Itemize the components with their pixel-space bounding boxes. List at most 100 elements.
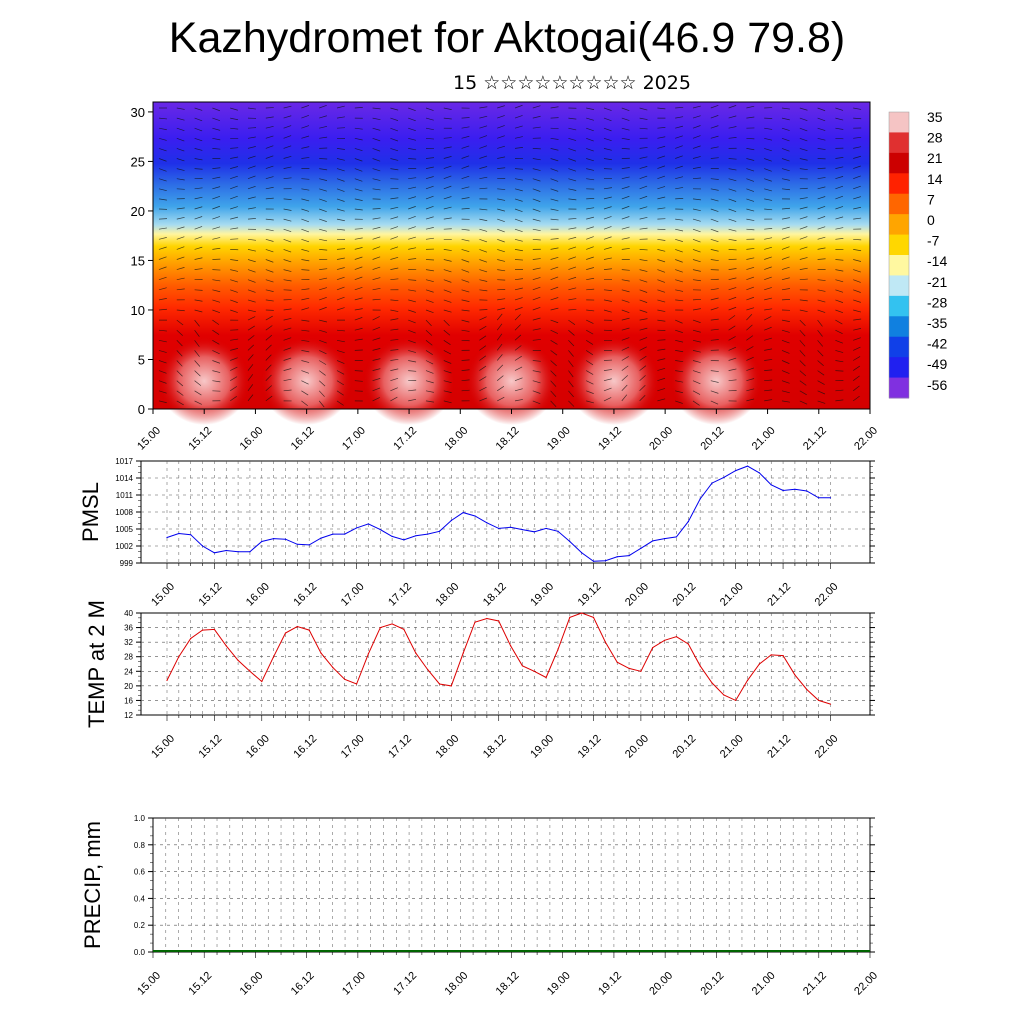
data-point (581, 612, 583, 614)
y-tick-label: 0 (138, 402, 145, 417)
data-point (249, 551, 251, 553)
data-point (225, 645, 227, 647)
colorbar-swatch (889, 214, 909, 236)
data-point (284, 632, 287, 634)
data-point (770, 654, 772, 656)
data-point (427, 668, 429, 671)
data-point (592, 560, 595, 562)
warm-surface-blob (567, 337, 660, 425)
data-point (391, 535, 393, 537)
x-tick-label: 21.00 (750, 425, 778, 453)
y-tick-label: 40 (124, 609, 133, 618)
y-tick-label: 10 (131, 303, 145, 318)
colorbar-swatch (889, 357, 909, 379)
y-axis-label: TEMP at 2 M (84, 600, 109, 728)
data-point (533, 670, 535, 672)
data-point (711, 682, 713, 684)
data-point (509, 526, 512, 528)
x-tick-label: 18.12 (494, 425, 522, 453)
pmsl-panel: 999 1002 1005 1008 1011 1014 1017 15.00 15.12 16.… (78, 457, 875, 609)
x-tick-label: 15.12 (186, 425, 214, 453)
data-point (190, 637, 192, 640)
data-point (178, 532, 180, 535)
data-point (521, 665, 524, 667)
data-point (427, 533, 429, 535)
data-point (652, 647, 654, 649)
data-point (687, 521, 689, 523)
data-point (166, 679, 168, 681)
data-point (403, 539, 405, 541)
colorbar-swatch (889, 275, 909, 297)
data-point (320, 537, 322, 539)
y-axis-label: PMSL (78, 482, 103, 542)
data-point (296, 543, 298, 545)
data-point (545, 527, 547, 530)
colorbar-label: -7 (927, 233, 940, 249)
data-point (273, 538, 275, 540)
colorbar-swatch (889, 193, 909, 215)
data-point (616, 556, 618, 558)
data-point (687, 643, 689, 645)
x-tick-label: 20.12 (670, 733, 698, 761)
y-tick-label: 999 (120, 559, 134, 568)
colorbar-swatch (889, 234, 909, 256)
data-point (806, 490, 808, 492)
y-tick-label: 1002 (115, 542, 133, 551)
warm-surface-blob (260, 337, 353, 425)
data-point (782, 655, 784, 657)
wind-vectors (158, 104, 862, 408)
y-tick-label: 12 (124, 711, 133, 720)
colorbar-label: 28 (927, 130, 943, 146)
data-point (711, 482, 713, 484)
colorbar-label: -35 (927, 315, 947, 331)
data-point (723, 476, 725, 479)
x-tick-label: 17.00 (340, 425, 368, 453)
x-tick-label: 20.00 (647, 425, 675, 453)
data-point (450, 685, 452, 687)
x-tick-label: 18.12 (481, 581, 509, 609)
y-tick-label: 5 (138, 352, 145, 367)
data-point (498, 527, 500, 530)
data-point (438, 683, 441, 685)
data-point (569, 540, 571, 543)
x-tick-label: 16.00 (244, 581, 272, 609)
temp-panel: 12 16 20 24 28 32 36 40 15.00 15.12 16.00 16.12 17.0… (84, 600, 875, 761)
x-tick-label: 15.00 (149, 733, 177, 761)
data-point (308, 629, 310, 631)
x-tick-label: 17.12 (391, 425, 419, 453)
y-tick-label: 1008 (115, 508, 133, 517)
x-tick-label: 18.12 (494, 970, 522, 998)
data-point (261, 540, 263, 543)
x-tick-label: 16.12 (291, 581, 319, 609)
y-tick-label: 25 (131, 154, 145, 169)
data-point (462, 652, 464, 654)
x-tick-label: 17.12 (386, 581, 414, 609)
data-point (474, 515, 476, 517)
warm-surface-blob (670, 337, 763, 425)
data-point (391, 623, 393, 625)
data-point (415, 535, 417, 537)
x-tick-label: 21.00 (750, 970, 778, 998)
x-tick-label: 21.12 (765, 581, 793, 609)
y-tick-label: 0.8 (134, 841, 146, 850)
x-tick-label: 18.00 (442, 970, 470, 998)
x-tick-label: 17.00 (340, 970, 368, 998)
x-tick-label: 20.12 (699, 425, 727, 453)
x-tick-label: 21.12 (765, 733, 793, 761)
x-tick-label: 16.00 (238, 970, 266, 998)
colorbar-label: -56 (927, 377, 947, 393)
colorbar-swatch (889, 152, 909, 174)
data-point (344, 533, 346, 535)
data-point (225, 549, 227, 552)
data-point (509, 645, 512, 647)
data-point (818, 497, 820, 499)
warm-surface-blob (158, 337, 251, 425)
x-tick-label: 21.12 (801, 425, 829, 453)
x-tick-label: 21.00 (718, 581, 746, 609)
data-point (213, 628, 215, 630)
data-point (569, 616, 571, 618)
data-point (237, 551, 239, 553)
y-tick-label: 0.0 (134, 948, 146, 957)
data-point (308, 544, 310, 546)
